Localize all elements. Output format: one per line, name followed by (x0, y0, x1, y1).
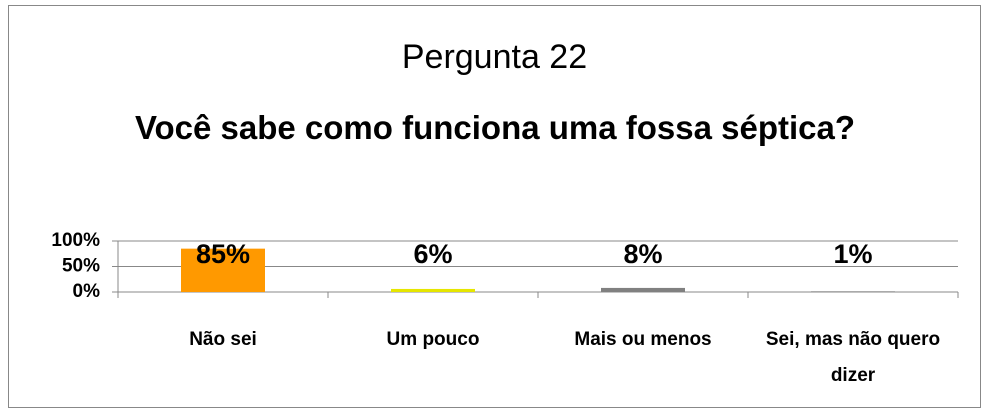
x-tick-label: Não sei (189, 329, 257, 350)
x-tick-label: Sei, mas não quero dizer (765, 329, 941, 386)
bar (181, 248, 265, 292)
x-tick-label: Um pouco (386, 329, 480, 350)
chart-border (8, 5, 981, 408)
data-label: 85% (196, 239, 250, 269)
bar (391, 288, 475, 292)
chart-subtitle: Você sabe como funciona uma fossa séptic… (134, 109, 856, 146)
x-tick-label: Mais ou menos (574, 329, 712, 350)
data-label: 1% (833, 239, 872, 269)
chart-title: Pergunta 22 (401, 38, 588, 76)
bar (601, 287, 685, 292)
y-tick-label: 50% (62, 256, 100, 277)
y-tick-label: 100% (51, 230, 100, 251)
data-label: 6% (413, 239, 452, 269)
data-label: 8% (623, 239, 662, 269)
bar (811, 291, 895, 292)
y-tick-label: 0% (73, 281, 101, 302)
